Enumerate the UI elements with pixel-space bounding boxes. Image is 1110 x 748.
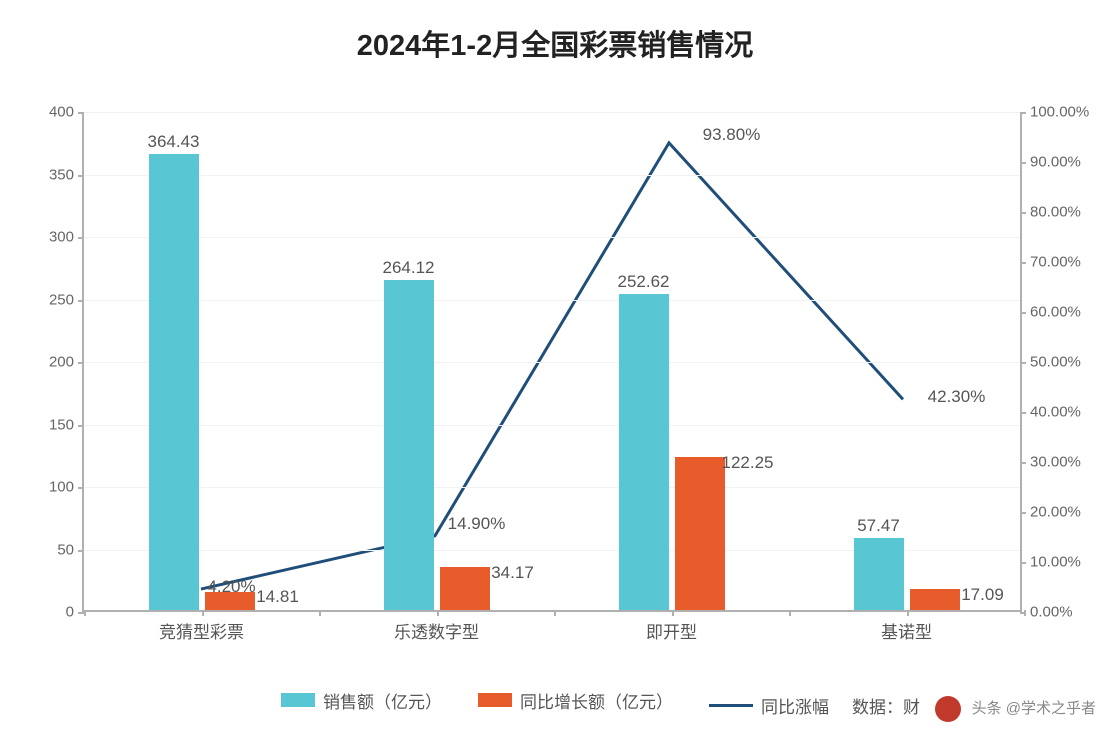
ytick-right-label: 40.00% <box>1020 404 1081 421</box>
gridline <box>84 362 1020 363</box>
gridline <box>84 425 1020 426</box>
chart-container: 2024年1-2月全国彩票销售情况 0501001502002503003504… <box>0 0 1110 748</box>
gridline <box>84 175 1020 176</box>
bar-sales <box>854 538 904 610</box>
bar-sales <box>619 294 669 610</box>
bar-growth-amount-label: 17.09 <box>961 585 1004 605</box>
chart-title: 2024年1-2月全国彩票销售情况 <box>0 22 1110 64</box>
gridline <box>84 237 1020 238</box>
bar-sales-label: 364.43 <box>148 132 200 152</box>
ytick-left-label: 200 <box>49 354 84 371</box>
bar-sales-label: 57.47 <box>857 516 900 536</box>
xtick-label: 竞猜型彩票 <box>159 610 244 643</box>
ytick-right-label: 80.00% <box>1020 204 1081 221</box>
xtick-label: 即开型 <box>646 610 697 643</box>
ytick-left-label: 350 <box>49 166 84 183</box>
ytick-right-label: 20.00% <box>1020 504 1081 521</box>
ytick-left-label: 300 <box>49 229 84 246</box>
line-growth-pct-label: 4.20% <box>207 577 255 597</box>
ytick-left-label: 0 <box>66 604 84 621</box>
watermark: 头条 @学术之乎者 <box>935 696 1096 722</box>
xtick-label: 乐透数字型 <box>394 610 479 643</box>
xtick-boundary <box>319 610 321 616</box>
bar-growth-amount <box>440 567 490 610</box>
legend-item: 销售额（亿元） <box>281 688 442 713</box>
gridline <box>84 487 1020 488</box>
ytick-left-label: 150 <box>49 416 84 433</box>
bar-growth-amount-label: 34.17 <box>491 563 534 583</box>
bar-growth-amount <box>675 457 725 610</box>
data-source-label: 数据：财 <box>852 693 920 718</box>
watermark-avatar-icon <box>935 696 961 722</box>
bar-sales <box>384 280 434 610</box>
legend-line-icon <box>709 704 753 707</box>
line-growth-pct-label: 14.90% <box>448 514 506 534</box>
legend-swatch-icon <box>478 693 512 707</box>
ytick-right-label: 90.00% <box>1020 154 1081 171</box>
gridline <box>84 112 1020 113</box>
legend-swatch-icon <box>281 693 315 707</box>
legend-label: 销售额（亿元） <box>323 688 442 713</box>
xtick-boundary <box>1024 610 1026 616</box>
bar-growth-amount-label: 14.81 <box>256 587 299 607</box>
ytick-right-label: 60.00% <box>1020 304 1081 321</box>
xtick-boundary <box>554 610 556 616</box>
xtick-label: 基诺型 <box>881 610 932 643</box>
bar-growth-amount-label: 122.25 <box>722 453 774 473</box>
bar-sales-label: 264.12 <box>383 258 435 278</box>
legend-item: 同比增长额（亿元） <box>478 688 673 713</box>
ytick-left-label: 100 <box>49 479 84 496</box>
legend-label: 同比涨幅 <box>761 693 829 718</box>
ytick-right-label: 0.00% <box>1020 604 1073 621</box>
bar-growth-amount <box>910 589 960 610</box>
line-growth-pct <box>201 143 903 589</box>
ytick-right-label: 10.00% <box>1020 554 1081 571</box>
bar-sales-label: 252.62 <box>618 272 670 292</box>
xtick-boundary <box>84 610 86 616</box>
line-growth-pct-label: 93.80% <box>703 125 761 145</box>
bar-sales <box>149 154 199 610</box>
ytick-right-label: 50.00% <box>1020 354 1081 371</box>
ytick-right-label: 70.00% <box>1020 254 1081 271</box>
ytick-left-label: 400 <box>49 104 84 121</box>
legend-item: 同比涨幅 <box>709 693 829 718</box>
legend-label: 同比增长额（亿元） <box>520 688 673 713</box>
xtick-boundary <box>789 610 791 616</box>
line-growth-pct-label: 42.30% <box>928 387 986 407</box>
plot-area: 0501001502002503003504000.00%10.00%20.00… <box>82 112 1022 612</box>
ytick-left-label: 250 <box>49 291 84 308</box>
ytick-right-label: 100.00% <box>1020 104 1089 121</box>
gridline <box>84 300 1020 301</box>
ytick-left-label: 50 <box>57 541 84 558</box>
ytick-right-label: 30.00% <box>1020 454 1081 471</box>
watermark-text: 头条 @学术之乎者 <box>972 700 1096 717</box>
